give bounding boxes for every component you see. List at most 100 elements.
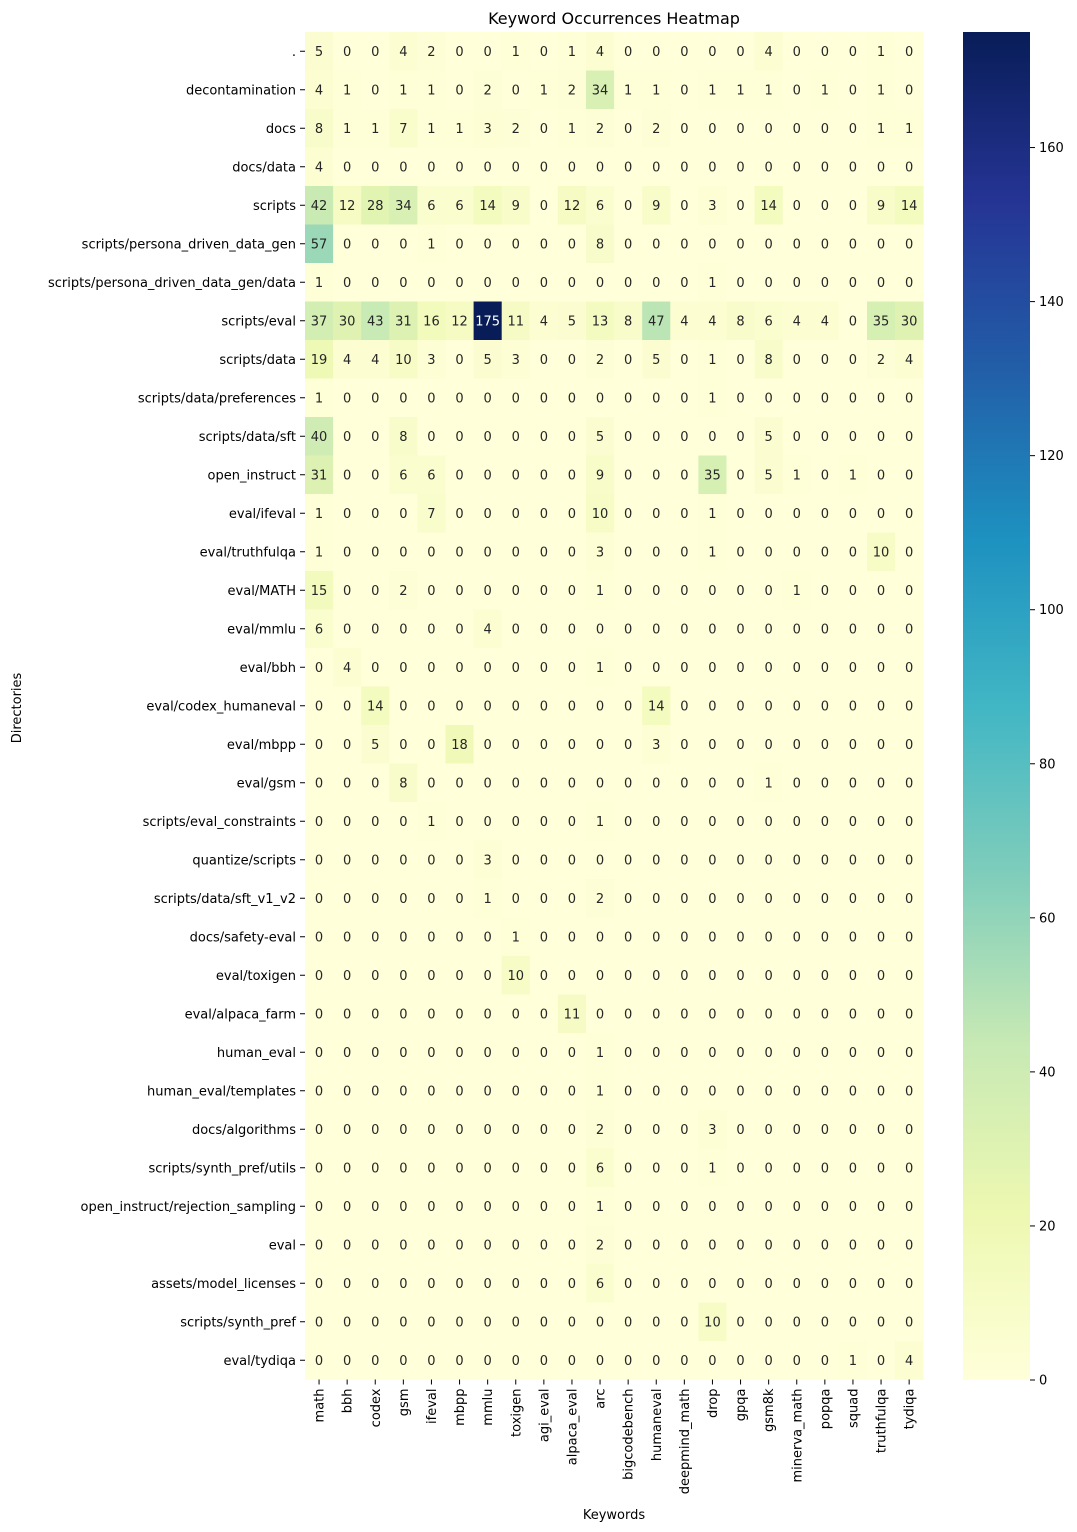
cell-value-label: 0 [877,699,885,714]
heatmap-cell [361,1341,390,1380]
cell-value-label: 5 [371,738,379,753]
heatmap-cell [333,1341,362,1380]
cell-value-label: 0 [877,1007,885,1022]
cell-value-label: 0 [540,1277,548,1292]
y-tick-label: docs [266,122,296,137]
cell-value-label: 0 [849,776,857,791]
heatmap-cell [586,571,615,610]
cell-value-label: 0 [680,430,688,445]
cell-value-label: 0 [512,699,520,714]
heatmap-cell [614,994,643,1034]
cell-value-label: 0 [821,892,829,907]
heatmap-cell [670,1225,699,1265]
cell-value-label: 4 [821,314,829,329]
heatmap-cell [473,879,503,918]
heatmap-cell [529,263,559,302]
heatmap-cell [754,532,784,572]
y-tick-label: scripts [253,199,296,214]
cell-value-label: 0 [821,199,829,214]
cell-value-label: 0 [793,930,801,945]
heatmap-cell [614,1071,643,1111]
heatmap-cell [895,609,924,649]
cell-value-label: 12 [564,199,581,214]
heatmap-cell [529,609,559,649]
cell-value-label: 0 [399,1161,407,1176]
heatmap-cell [782,1225,812,1265]
cell-value-label: 0 [905,545,913,560]
cell-value-label: 0 [568,1277,576,1292]
heatmap-cell [782,147,812,187]
cell-value-label: 0 [708,661,716,676]
cell-value-label: 0 [905,160,913,175]
heatmap-cell [670,455,699,495]
cell-value-label: 0 [765,930,773,945]
heatmap-cell [586,224,615,264]
heatmap-cell [614,532,643,572]
heatmap-cell [614,1264,643,1303]
cell-value-label: 1 [315,545,323,560]
heatmap-cell [838,1187,868,1226]
cell-value-label: 0 [736,160,744,175]
heatmap-cell [333,417,362,456]
heatmap-cell [557,840,587,880]
heatmap-cell [333,186,362,225]
cell-value-label: 0 [427,1315,435,1330]
x-tick-label: math [313,1389,328,1423]
heatmap-cell [305,917,334,957]
heatmap-cell [586,648,615,687]
cell-value-label: 0 [427,661,435,676]
heatmap-cell [305,455,334,495]
cell-value-label: 0 [680,776,688,791]
heatmap-cell [557,879,587,918]
cell-value-label: 0 [427,1046,435,1061]
heatmap-cell [810,879,840,918]
cell-value-label: 0 [624,468,632,483]
heatmap-cell [445,109,474,148]
cell-value-label: 0 [652,160,660,175]
cell-value-label: 8 [624,314,632,329]
heatmap-cell [810,494,840,533]
cell-value-label: 0 [708,815,716,830]
cell-value-label: 0 [343,892,351,907]
cell-value-label: 1 [596,584,604,599]
heatmap-cell [754,1110,784,1149]
cell-value-label: 0 [821,815,829,830]
cell-value-label: 0 [624,276,632,291]
cell-value-label: 0 [315,1315,323,1330]
y-tick-label: . [292,45,296,60]
cell-value-label: 3 [708,199,716,214]
cell-value-label: 3 [512,353,520,368]
heatmap-cell [867,879,896,918]
cell-value-label: 0 [343,160,351,175]
cell-value-label: 2 [596,1238,604,1253]
heatmap-cell [557,994,587,1034]
heatmap-cell [754,802,784,841]
cell-value-label: 0 [736,622,744,637]
cell-value-label: 0 [765,1200,773,1215]
heatmap-cell [782,994,812,1034]
cell-value-label: 0 [624,45,632,60]
heatmap-cell [501,1148,531,1188]
heatmap-cell [501,378,531,418]
cell-value-label: 0 [371,468,379,483]
heatmap-cell [501,1302,531,1342]
heatmap-cell [445,763,474,803]
heatmap-cell [417,494,446,533]
cell-value-label: 0 [484,1007,492,1022]
cell-value-label: 0 [849,122,857,137]
cell-value-label: 30 [339,314,356,329]
cell-value-label: 0 [371,507,379,522]
heatmap-cell [473,494,503,533]
cell-value-label: 0 [455,1046,463,1061]
cell-value-label: 1 [343,122,351,137]
cell-value-label: 0 [652,1315,660,1330]
heatmap-cell [586,609,615,649]
heatmap-cell [473,455,503,495]
heatmap-cell [782,109,812,148]
heatmap-cell [867,494,896,533]
heatmap-cell [754,1148,784,1188]
heatmap-cell [782,1110,812,1149]
heatmap-cell [529,109,559,148]
cell-value-label: 0 [371,1084,379,1099]
heatmap-cell [529,648,559,687]
